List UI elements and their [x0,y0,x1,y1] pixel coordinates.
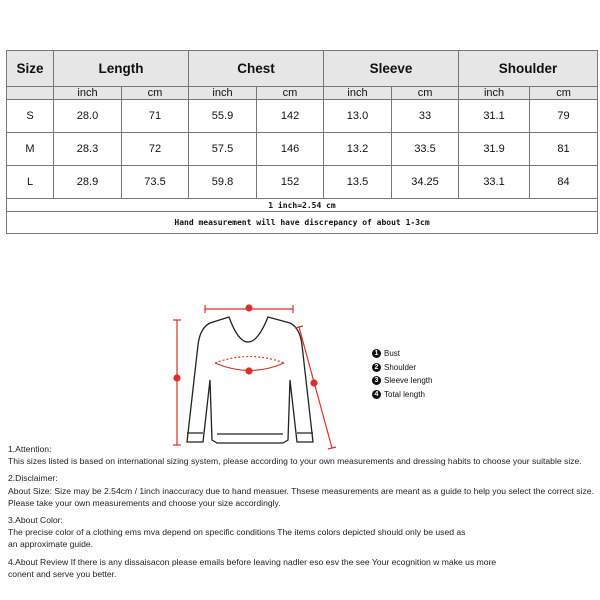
legend-item: 2 Shoulder [372,361,432,375]
value-cell: 31.1 [458,99,531,133]
note-row: Hand measurement will have discrepancy o… [5,211,599,234]
unit: inch [188,86,257,100]
unit: cm [121,86,189,100]
unit: cm [529,86,599,100]
note-line: conent and serve you better. [8,568,117,579]
value-cell: 57.5 [188,132,257,166]
value-cell: 59.8 [188,165,257,199]
unit-blank [6,86,54,100]
unit: cm [391,86,460,100]
legend-label: Total length [384,389,425,399]
size-cell: M [6,132,54,166]
note-title: 3.About Color: [8,515,63,526]
value-cell: 73.5 [121,165,189,199]
marker-1-icon [245,367,253,375]
number-badge-icon: 3 [372,376,381,386]
note-line: 4.About Review If there is any dissaisac… [8,556,497,567]
notes-section: 1.Attention: This sizes listed is based o… [8,443,594,585]
header-sleeve: Sleeve [323,50,460,87]
header-row: Size Length Chest Sleeve Shoulder [6,50,599,87]
note-line: The precise color of a clothing ems mva … [8,527,466,538]
legend-label: Shoulder [384,362,417,372]
diagram-legend: 1 Bust 2 Shoulder 3 Sleeve length 4 Total lengt… [372,347,432,401]
marker-4-icon [173,374,181,382]
value-cell: 72 [121,132,189,166]
conversion-note: 1 inch=2.54 cm [5,198,599,212]
note-block: 1.Attention: This sizes listed is based o… [8,443,594,467]
measure-lines [173,304,337,450]
marker-3-icon [310,379,318,387]
note-title: 1.Attention: [8,444,52,454]
value-cell: 13.2 [323,132,393,166]
unit: inch [323,86,393,100]
header-chest: Chest [187,50,325,87]
sweater-outline [186,316,314,444]
note-line: This sizes listed is based on internatio… [8,456,582,467]
number-badge-icon: 1 [372,349,381,359]
value-cell: 28.3 [53,132,122,166]
size-cell: L [6,165,54,199]
conversion-row: 1 inch=2.54 cm [5,198,599,212]
header-shoulder: Shoulder [458,50,599,87]
value-cell: 33 [391,99,460,133]
number-badge-icon: 2 [372,362,381,372]
value-cell: 33.5 [391,132,460,166]
legend-item: 4 Total length [372,388,432,402]
value-cell: 84 [529,165,599,199]
note-line: About Size: Size may be 2.54cm / 1inch i… [8,485,594,496]
value-cell: 142 [255,99,325,133]
measurement-note: Hand measurement will have discrepancy o… [5,211,599,234]
note-block: 2.Disclaimer: About Size: Size may be 2.5… [8,472,594,509]
value-cell: 28.0 [53,99,122,133]
note-block: 4.About Review If there is any dissaisac… [8,556,594,580]
legend-label: Sleeve length [384,376,433,385]
marker-2-icon [245,304,253,312]
table-row: M 28.3 72 57.5 146 13.2 33.5 31.9 81 [6,132,599,166]
note-block: 3.About Color: The precise color of a clo… [8,514,594,551]
value-cell: 79 [529,99,599,133]
number-badge-icon: 4 [372,389,381,399]
legend-item: 3 Sleeve length [372,374,432,388]
value-cell: 31.9 [458,132,531,166]
header-length: Length [53,50,189,87]
table-row: L 28.9 73.5 59.8 152 13.5 34.25 33.1 84 [6,165,599,199]
legend-label: Bust [384,349,401,358]
note-line: Please take your own measurements and ch… [8,497,281,508]
table-row: S 28.0 71 55.9 142 13.0 33 31.1 79 [6,99,599,133]
value-cell: 13.5 [323,165,393,199]
value-cell: 34.25 [391,165,460,199]
note-title: 2.Disclaimer: [8,473,58,484]
value-cell: 146 [255,132,325,166]
sweater-diagram [173,304,337,450]
value-cell: 152 [255,165,325,199]
note-line: an approximate guide. [8,539,94,550]
value-cell: 81 [529,132,599,166]
value-cell: 13.0 [323,99,393,133]
value-cell: 33.1 [458,165,531,199]
legend-item: 1 Bust [372,347,432,361]
unit: cm [255,86,325,100]
value-cell: 55.9 [188,99,257,133]
value-cell: 28.9 [53,165,122,199]
size-cell: S [6,99,54,133]
unit-row: inch cm inch cm inch cm inch cm [6,86,599,100]
unit: inch [53,86,122,100]
size-chart-table: Size Length Chest Sleeve Shoulder inch c… [5,50,599,234]
header-size: Size [6,50,54,87]
value-cell: 71 [121,99,189,133]
unit: inch [458,86,531,100]
